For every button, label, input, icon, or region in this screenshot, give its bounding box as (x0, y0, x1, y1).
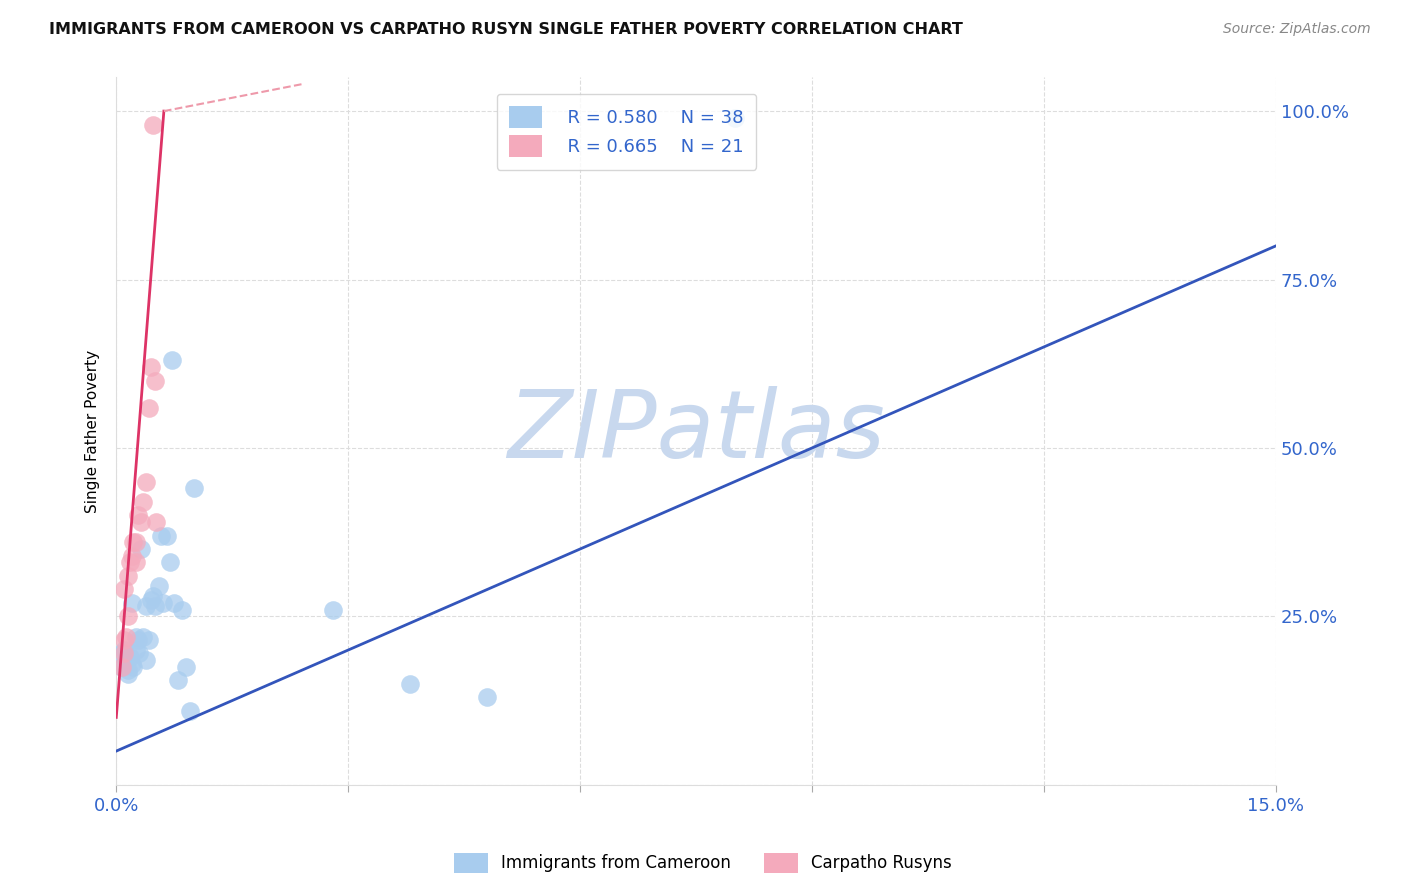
Point (183, 481, 205, 495)
Point (170, 602, 193, 616)
Point (142, 118, 165, 132)
Point (112, 643, 135, 657)
Point (132, 495, 155, 509)
Point (122, 660, 145, 674)
Point (122, 535, 145, 549)
Point (127, 632, 149, 647)
Point (155, 528, 177, 542)
Point (150, 528, 173, 542)
Y-axis label: Single Father Poverty: Single Father Poverty (86, 350, 100, 513)
Point (399, 676, 422, 690)
Point (139, 360, 162, 375)
Point (477, 690, 499, 705)
Point (121, 549, 143, 563)
Point (159, 556, 181, 570)
Point (124, 556, 146, 570)
Point (121, 596, 143, 610)
Point (114, 653, 136, 667)
Point (112, 632, 135, 647)
Point (143, 599, 166, 614)
Point (117, 569, 139, 583)
Point (112, 582, 135, 597)
Point (152, 596, 174, 610)
Point (145, 515, 167, 529)
Point (114, 630, 136, 644)
Point (160, 353, 183, 368)
Point (111, 660, 134, 674)
Point (132, 630, 155, 644)
Point (120, 556, 142, 570)
Point (163, 596, 186, 610)
Point (124, 535, 146, 549)
Text: ZIPatlas: ZIPatlas (508, 385, 884, 476)
Point (167, 673, 190, 688)
Point (135, 475, 157, 489)
Point (174, 660, 197, 674)
Point (124, 643, 146, 657)
Point (127, 508, 149, 523)
Point (724, 111, 747, 125)
Point (111, 647, 134, 661)
Point (135, 599, 157, 614)
Point (179, 704, 201, 718)
Point (143, 374, 166, 388)
Point (138, 401, 160, 415)
Point (135, 653, 157, 667)
Point (128, 647, 150, 661)
Point (124, 630, 146, 644)
Point (322, 602, 344, 616)
Point (120, 649, 142, 664)
Point (139, 592, 162, 607)
Point (138, 632, 160, 647)
Point (111, 660, 134, 674)
Legend:   R = 0.580    N = 38,   R = 0.665    N = 21: R = 0.580 N = 38, R = 0.665 N = 21 (496, 94, 756, 170)
Point (117, 663, 139, 677)
Text: IMMIGRANTS FROM CAMEROON VS CARPATHO RUSYN SINGLE FATHER POVERTY CORRELATION CHA: IMMIGRANTS FROM CAMEROON VS CARPATHO RUS… (49, 22, 963, 37)
Text: Source: ZipAtlas.com: Source: ZipAtlas.com (1223, 22, 1371, 37)
Point (117, 609, 139, 624)
Point (129, 515, 152, 529)
Point (148, 579, 170, 593)
Point (129, 541, 152, 556)
Point (121, 657, 143, 671)
Point (142, 589, 165, 603)
Point (117, 666, 139, 681)
Point (112, 647, 135, 661)
Legend: Immigrants from Cameroon, Carpatho Rusyns: Immigrants from Cameroon, Carpatho Rusyn… (447, 847, 959, 880)
